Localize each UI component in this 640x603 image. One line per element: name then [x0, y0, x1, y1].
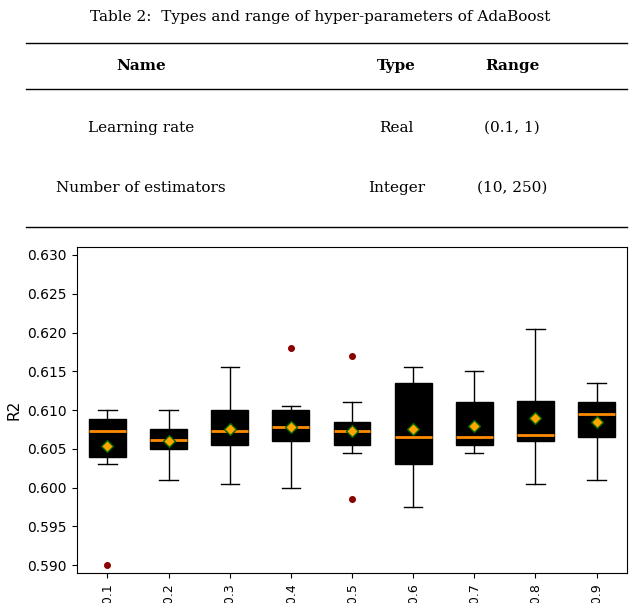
Text: Real: Real	[380, 121, 414, 135]
Text: Integer: Integer	[368, 181, 426, 195]
Text: Learning rate: Learning rate	[88, 121, 194, 135]
Text: Range: Range	[485, 59, 539, 74]
PathPatch shape	[333, 421, 371, 445]
Text: Name: Name	[116, 59, 166, 74]
PathPatch shape	[150, 429, 187, 449]
PathPatch shape	[273, 410, 309, 441]
PathPatch shape	[211, 410, 248, 445]
PathPatch shape	[89, 419, 125, 456]
PathPatch shape	[456, 402, 493, 445]
Text: Type: Type	[378, 59, 416, 74]
Text: Table 2:  Types and range of hyper-parameters of AdaBoost: Table 2: Types and range of hyper-parame…	[90, 10, 550, 24]
PathPatch shape	[579, 402, 615, 437]
Y-axis label: R2: R2	[7, 400, 22, 420]
Text: (10, 250): (10, 250)	[477, 181, 547, 195]
Text: (0.1, 1): (0.1, 1)	[484, 121, 540, 135]
PathPatch shape	[395, 383, 431, 464]
Text: Number of estimators: Number of estimators	[56, 181, 226, 195]
PathPatch shape	[517, 401, 554, 441]
